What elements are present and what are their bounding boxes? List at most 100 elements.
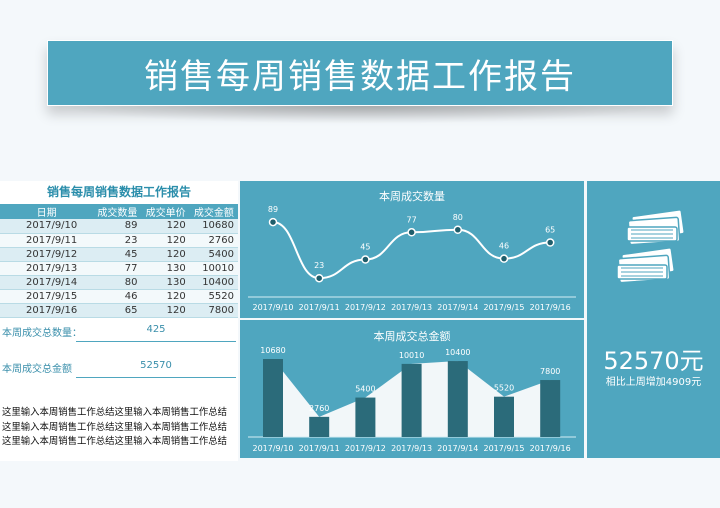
x-tick-label: 2017/9/10 bbox=[252, 444, 293, 453]
page-title: 销售每周销售数据工作报告 bbox=[144, 56, 576, 97]
table-row: 2017/9/12 45 120 5400 bbox=[0, 247, 238, 262]
amount-chart-title: 本周成交总金额 bbox=[373, 330, 451, 343]
x-tick-label: 2017/9/15 bbox=[483, 444, 524, 453]
table-cell: 120 bbox=[141, 233, 190, 248]
summary-line: 这里输入本周销售工作总结这里输入本周销售工作总结 bbox=[2, 421, 228, 433]
col-header-date: 日期 bbox=[0, 204, 94, 219]
x-tick-label: 2017/9/14 bbox=[437, 303, 478, 312]
table-cell: 2017/9/13 bbox=[0, 261, 94, 276]
table-row: 2017/9/10 89 120 10680 bbox=[0, 219, 238, 234]
table-cell: 10010 bbox=[189, 261, 238, 276]
qty-point bbox=[314, 273, 324, 283]
table-cell: 130 bbox=[141, 275, 190, 290]
table-cell: 46 bbox=[93, 289, 142, 304]
report-banner: 销售每周销售数据工作报告 bbox=[47, 40, 673, 106]
qty-data-label: 80 bbox=[453, 213, 463, 222]
total-amount-label: 本周成交总金额 bbox=[2, 364, 72, 375]
x-tick-label: 2017/9/11 bbox=[299, 444, 340, 453]
amount-chart-panel: 本周成交总金额 10680 2017/9/10 2760 2017/9/11 5400 2… bbox=[240, 320, 584, 458]
qty-chart-panel: 本周成交数量 89 2017/9/10 23 2017/9/11 45 2017/9/12… bbox=[240, 181, 584, 318]
qty-data-label: 77 bbox=[407, 215, 417, 224]
amount-data-label: 7800 bbox=[540, 367, 560, 376]
x-tick-label: 2017/9/12 bbox=[345, 303, 386, 312]
table-cell: 5520 bbox=[189, 289, 238, 304]
money-stack-icon bbox=[616, 209, 685, 284]
table-cell: 10400 bbox=[189, 275, 238, 290]
kpi-panel: 52570元 相比上周增加4909元 bbox=[587, 181, 720, 458]
qty-point bbox=[268, 217, 278, 227]
col-header-amount: 成交金额 bbox=[189, 204, 238, 219]
table-header-row: 日期 成交数量 成交单价 成交金额 bbox=[0, 204, 238, 219]
x-tick-label: 2017/9/13 bbox=[391, 303, 432, 312]
x-tick-label: 2017/9/12 bbox=[345, 444, 386, 453]
table-cell: 5400 bbox=[189, 247, 238, 262]
amount-data-label: 5520 bbox=[494, 384, 514, 393]
table-cell: 2017/9/16 bbox=[0, 303, 94, 318]
table-cell: 2017/9/10 bbox=[0, 219, 94, 234]
table-row: 2017/9/15 46 120 5520 bbox=[0, 289, 238, 304]
kpi-value: 52570元 bbox=[603, 347, 704, 375]
qty-data-label: 46 bbox=[499, 242, 509, 251]
amount-bar bbox=[494, 396, 514, 437]
table-cell: 10680 bbox=[189, 219, 238, 234]
col-header-qty: 成交数量 bbox=[93, 204, 142, 219]
amount-data-label: 10010 bbox=[399, 351, 424, 360]
qty-point bbox=[407, 228, 416, 237]
amount-bar bbox=[263, 359, 283, 437]
amount-data-label: 10400 bbox=[445, 348, 470, 357]
amount-bar bbox=[309, 416, 330, 437]
data-table-panel: 销售每周销售数据工作报告 日期 成交数量 成交单价 成交金额 2017/9/10… bbox=[0, 181, 238, 461]
total-amount-value: 52570 bbox=[76, 360, 236, 378]
table-cell: 120 bbox=[141, 303, 190, 318]
table-cell: 2017/9/11 bbox=[0, 233, 94, 248]
col-header-price: 成交单价 bbox=[141, 204, 190, 219]
table-row: 2017/9/16 65 120 7800 bbox=[0, 303, 238, 318]
x-tick-label: 2017/9/16 bbox=[530, 303, 571, 312]
summary-text[interactable]: 这里输入本周销售工作总结这里输入本周销售工作总结 这里输入本周销售工作总结这里输… bbox=[2, 406, 238, 450]
kpi-delta: 相比上周增加4909元 bbox=[605, 377, 702, 388]
table-cell: 2017/9/12 bbox=[0, 247, 94, 262]
x-tick-label: 2017/9/11 bbox=[299, 303, 340, 312]
x-tick-label: 2017/9/10 bbox=[252, 303, 293, 312]
table-cell: 120 bbox=[141, 289, 190, 304]
x-tick-label: 2017/9/16 bbox=[530, 444, 571, 453]
table-cell: 77 bbox=[93, 261, 142, 276]
qty-point bbox=[499, 254, 509, 263]
amount-bar bbox=[540, 380, 561, 437]
summary-line: 这里输入本周销售工作总结这里输入本周销售工作总结 bbox=[2, 436, 228, 447]
x-tick-label: 2017/9/14 bbox=[437, 444, 478, 453]
table-cell: 7800 bbox=[189, 303, 238, 318]
table-cell: 23 bbox=[93, 233, 142, 248]
table-row: 2017/9/11 23 120 2760 bbox=[0, 233, 238, 248]
table-cell: 65 bbox=[93, 303, 142, 318]
qty-point bbox=[545, 238, 555, 247]
table-cell: 2017/9/15 bbox=[0, 289, 94, 304]
amount-bar-chart: 10680 2017/9/10 2760 2017/9/11 5400 2017/9/12… bbox=[248, 346, 576, 453]
qty-point bbox=[453, 225, 463, 234]
table-row: 2017/9/13 77 130 10010 bbox=[0, 261, 238, 276]
qty-data-label: 23 bbox=[314, 261, 324, 270]
table-cell: 89 bbox=[93, 219, 142, 234]
table-cell: 45 bbox=[93, 247, 142, 262]
amount-bar bbox=[447, 361, 468, 437]
table-cell: 130 bbox=[141, 261, 190, 276]
table-cell: 2017/9/14 bbox=[0, 275, 94, 290]
amount-data-label: 10680 bbox=[260, 346, 285, 355]
summary-line: 这里输入本周销售工作总结这里输入本周销售工作总结 bbox=[2, 407, 228, 418]
table-cell: 80 bbox=[93, 275, 142, 290]
amount-bar bbox=[401, 363, 422, 437]
qty-line-chart: 89 2017/9/10 23 2017/9/11 45 2017/9/12 77 2017/… bbox=[248, 205, 576, 312]
table-title: 销售每周销售数据工作报告 bbox=[46, 185, 191, 199]
x-tick-label: 2017/9/13 bbox=[391, 444, 432, 453]
amount-data-label: 5400 bbox=[355, 385, 375, 394]
qty-chart-title: 本周成交数量 bbox=[379, 190, 445, 203]
table-cell: 2760 bbox=[189, 233, 238, 248]
qty-data-label: 45 bbox=[360, 243, 370, 252]
amount-data-label: 2760 bbox=[309, 404, 329, 413]
x-tick-label: 2017/9/15 bbox=[483, 303, 524, 312]
amount-bar bbox=[355, 397, 376, 437]
total-qty-label: 本周成交总数量： bbox=[2, 328, 82, 339]
table-cell: 120 bbox=[141, 247, 190, 262]
qty-data-label: 65 bbox=[545, 226, 555, 235]
qty-data-label: 89 bbox=[268, 205, 278, 214]
